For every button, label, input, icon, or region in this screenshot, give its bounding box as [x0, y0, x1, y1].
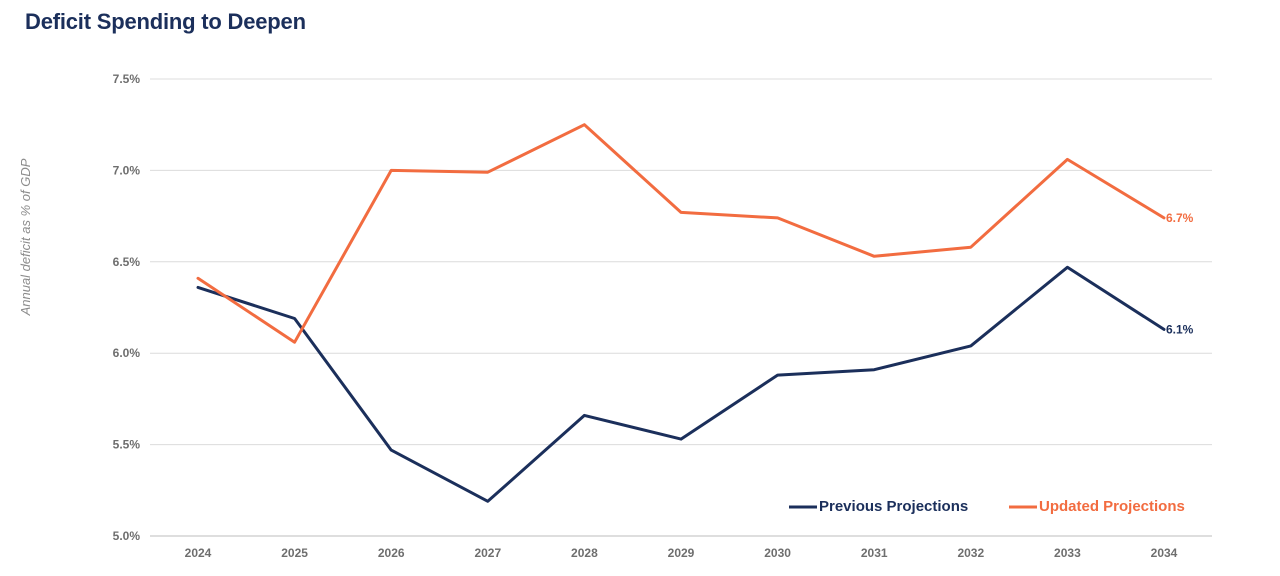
y-tick-label: 5.5% — [113, 438, 141, 452]
x-tick-label: 2032 — [957, 546, 984, 560]
series-line-previous — [196, 265, 1166, 503]
x-tick-label: 2028 — [571, 546, 598, 560]
chart-title: Deficit Spending to Deepen — [25, 9, 306, 34]
x-tick-label: 2031 — [861, 546, 888, 560]
y-tick-label: 7.5% — [113, 72, 141, 86]
legend-item: Previous Projections — [789, 498, 968, 515]
x-tick-label: 2027 — [474, 546, 501, 560]
legend-label: Previous Projections — [819, 498, 968, 515]
legend-item: Updated Projections — [1009, 498, 1185, 515]
end-label: 6.7% — [1166, 211, 1194, 225]
end-label: 6.1% — [1166, 322, 1194, 336]
x-axis-tick-labels: 2024 2025 2026 2027 2028 2029 2030 2031 2032 2033… — [185, 546, 1178, 560]
x-tick-label: 2026 — [378, 546, 405, 560]
gridlines — [150, 78, 1212, 537]
y-tick-label: 6.0% — [113, 346, 141, 360]
series-line-updated — [196, 123, 1166, 344]
legend-label: Updated Projections — [1039, 498, 1185, 515]
x-tick-label: 2025 — [281, 546, 308, 560]
x-tick-label: 2033 — [1054, 546, 1081, 560]
x-tick-label: 2034 — [1151, 546, 1178, 560]
x-tick-label: 2030 — [764, 546, 791, 560]
y-tick-label: 5.0% — [113, 529, 141, 543]
y-tick-label: 6.5% — [113, 255, 141, 269]
x-tick-label: 2024 — [185, 546, 212, 560]
x-tick-label: 2029 — [668, 546, 695, 560]
end-labels: 6.1% 6.7% — [1166, 211, 1194, 337]
y-axis-tick-labels: 5.0% 5.5% 6.0% 6.5% 7.0% 7.5% — [113, 72, 141, 543]
y-tick-label: 7.0% — [113, 163, 141, 177]
series-lines — [196, 123, 1166, 503]
legend: Previous Projections Updated Projections — [789, 498, 1185, 515]
y-axis-label: Annual deficit as % of GDP — [18, 158, 33, 316]
